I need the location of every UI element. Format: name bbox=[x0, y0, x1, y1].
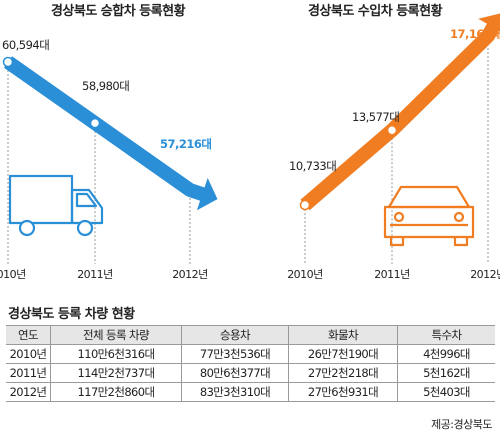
cell: 27만2천218대 bbox=[288, 363, 398, 383]
car-headlight bbox=[393, 211, 405, 223]
car-wheels bbox=[389, 237, 469, 247]
van-window bbox=[75, 192, 98, 208]
x-tick-label: 2011년 bbox=[77, 268, 113, 281]
arrow-head bbox=[196, 177, 218, 211]
x-tick-label: 2010년 bbox=[287, 268, 323, 281]
data-point bbox=[89, 117, 101, 129]
table-title: 경상북도 등록 차량 현황 bbox=[8, 307, 135, 322]
table-row: 2011년 114만2천737대 80만6천377대 27만2천218대 5천1… bbox=[6, 363, 495, 383]
header-truck: 화물차 bbox=[288, 325, 398, 345]
header-special: 특수차 bbox=[397, 325, 495, 345]
cell: 4천996대 bbox=[397, 344, 495, 364]
data-label: 10,733대 bbox=[289, 159, 336, 173]
car-icon bbox=[383, 185, 475, 247]
chart-title: 경상북도 수입차 등록현황 bbox=[308, 3, 443, 19]
charts-area: 경상북도 승합차 등록현황 60,594대 58,980대 57,216대 2010년 2… bbox=[0, 3, 500, 281]
car-headlight bbox=[453, 211, 465, 223]
van-icon bbox=[8, 174, 104, 237]
table-row: 2012년 117만2천860대 83만3천310대 27만6천931대 5천4… bbox=[6, 382, 495, 402]
data-label: 13,577대 bbox=[352, 110, 399, 124]
cell: 2011년 bbox=[6, 363, 51, 383]
x-tick-label: 2012년 bbox=[470, 268, 500, 281]
data-label: 57,216대 bbox=[160, 137, 211, 151]
cell: 80만6천377대 bbox=[181, 363, 289, 383]
cell: 5천162대 bbox=[397, 363, 495, 383]
header-passenger: 승용차 bbox=[181, 325, 289, 345]
van-cargo bbox=[8, 174, 74, 225]
cell: 114만2천737대 bbox=[50, 363, 182, 383]
cell: 77만3천536대 bbox=[181, 344, 289, 364]
chart-title: 경상북도 승합차 등록현황 bbox=[51, 3, 186, 19]
series-line bbox=[300, 18, 500, 211]
car-body bbox=[383, 205, 475, 239]
x-tick-label: 2011년 bbox=[374, 268, 410, 281]
arrow-head bbox=[478, 13, 500, 32]
cell: 2010년 bbox=[6, 344, 51, 364]
data-point bbox=[299, 199, 311, 211]
data-label: 58,980대 bbox=[82, 79, 129, 93]
cell: 110만6천316대 bbox=[50, 344, 182, 364]
table-header-row: 연도 전체 등록 차량 승용차 화물차 특수차 bbox=[6, 325, 495, 345]
header-year: 연도 bbox=[6, 325, 51, 345]
source-note: 제공:경상북도 bbox=[431, 418, 492, 431]
x-tick-label: 2010년 bbox=[0, 268, 26, 281]
x-tick-label: 2012년 bbox=[172, 268, 208, 281]
van-cab bbox=[70, 188, 104, 225]
cell: 5천403대 bbox=[397, 382, 495, 402]
cell: 83만3천310대 bbox=[181, 382, 289, 402]
van-wheel bbox=[76, 219, 94, 237]
van-wheel bbox=[18, 219, 36, 237]
table-row: 2010년 110만6천316대 77만3천536대 26만7천190대 4천9… bbox=[6, 344, 495, 364]
data-point bbox=[2, 56, 14, 68]
car-roof bbox=[387, 185, 471, 209]
header-total: 전체 등록 차량 bbox=[50, 325, 182, 345]
data-point bbox=[386, 124, 398, 136]
series-line bbox=[3, 56, 211, 203]
cell: 26만7천190대 bbox=[288, 344, 398, 364]
registration-table: 연도 전체 등록 차량 승용차 화물차 특수차 2010년 110만6천316대… bbox=[6, 325, 495, 402]
cell: 117만2천860대 bbox=[50, 382, 182, 402]
cell: 27만6천931대 bbox=[288, 382, 398, 402]
data-label: 17,161대 bbox=[450, 27, 500, 41]
data-label: 60,594대 bbox=[2, 38, 49, 52]
cell: 2012년 bbox=[6, 382, 51, 402]
